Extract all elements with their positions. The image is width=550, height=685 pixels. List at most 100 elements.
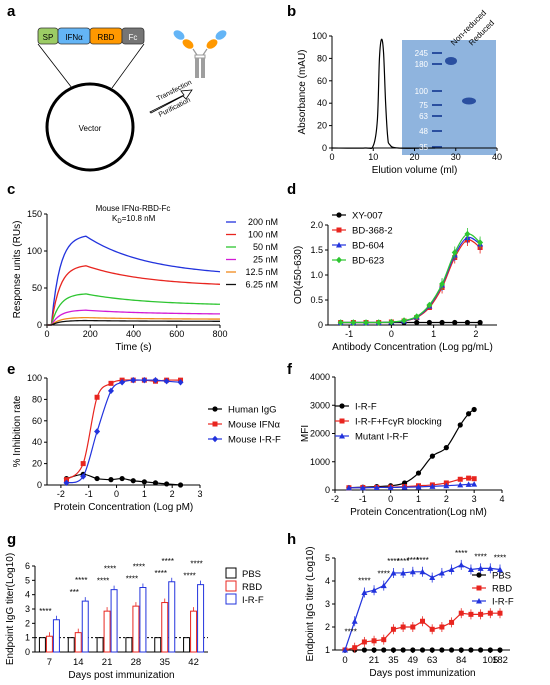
data-point <box>410 647 416 653</box>
data-point <box>429 647 435 653</box>
data-point <box>371 587 378 593</box>
bar <box>154 637 162 653</box>
data-point <box>419 568 426 575</box>
data-point <box>375 319 382 326</box>
legend-label: 100 nM <box>248 230 278 240</box>
data-point <box>363 319 370 326</box>
legend-label: 25 nM <box>253 255 278 265</box>
data-point <box>410 624 416 630</box>
data-point <box>465 481 472 487</box>
sensorgram-line <box>47 235 221 326</box>
gel-ladder-label: 100 <box>415 87 429 96</box>
sensorgram-line <box>47 316 221 326</box>
legend-marker <box>476 585 482 591</box>
construct-fc-label: Fc <box>129 33 138 42</box>
y-tick-label: 60 <box>32 416 42 426</box>
x-axis-label: Time (s) <box>115 342 151 353</box>
data-point <box>350 319 357 326</box>
y-tick-label: 100 <box>27 246 42 256</box>
x-axis-label: Protein Concentration (Log pM) <box>54 502 194 513</box>
data-point <box>413 313 420 320</box>
legend-label: PBS <box>242 569 261 580</box>
y-tick-label: 80 <box>317 53 327 63</box>
construct-diagram: SP IFNα RBD Fc Vector Transfection Purif… <box>37 27 227 172</box>
significance-label: **** <box>155 569 167 578</box>
data-point <box>409 568 416 575</box>
bar <box>125 637 133 653</box>
data-point <box>478 611 484 617</box>
significance-label: **** <box>397 557 409 566</box>
y-axis-label: Absorbance (mAU) <box>297 49 308 134</box>
data-point <box>449 619 455 625</box>
bar <box>183 637 191 653</box>
significance-label: **** <box>75 576 87 585</box>
x-tick-label: -2 <box>57 489 65 499</box>
gel-ladder-label: 48 <box>419 127 428 136</box>
data-point <box>467 566 474 572</box>
data-point <box>390 569 397 576</box>
legend-marker <box>339 433 345 439</box>
series-line <box>66 473 181 486</box>
gel-band-reduced <box>462 97 476 105</box>
data-point <box>429 626 435 632</box>
y-tick-label: 0.5 <box>310 295 323 305</box>
y-tick-label: 3000 <box>310 400 330 410</box>
x-tick-label: 0 <box>114 489 119 499</box>
legend-label: Mouse I-R-F <box>228 435 281 446</box>
legend-label: I-R-F <box>355 402 377 413</box>
bar <box>45 635 53 653</box>
series-line <box>340 239 481 324</box>
data-point <box>457 422 463 428</box>
data-point <box>351 618 358 624</box>
y-tick-label: 0 <box>322 143 327 153</box>
x-tick-label: 105 <box>482 655 498 666</box>
legend-label: 12.5 nM <box>245 267 278 277</box>
chart-f-sec: -2 -1 0 1 2 3 4 0 1000 2000 3000 4000 Protein Concen… <box>300 372 505 518</box>
x-axis-label: Protein Concentration(Log nM) <box>350 507 487 518</box>
sensorgram-line <box>47 319 221 326</box>
x-axis-label: Days post immunization <box>68 670 174 681</box>
data-point <box>466 411 472 417</box>
data-point <box>373 484 380 490</box>
significance-label: **** <box>455 549 467 558</box>
y-tick-label: 1.0 <box>310 270 323 280</box>
y-axis-label: OD(450-630) <box>293 246 304 304</box>
sensorgram-line <box>47 309 221 326</box>
data-point <box>108 477 114 483</box>
vector-plasmid <box>45 82 135 172</box>
y-tick-label: 4 <box>25 590 30 600</box>
data-point <box>80 473 87 480</box>
data-point <box>387 484 394 490</box>
data-point <box>94 428 101 435</box>
data-point <box>448 647 455 653</box>
data-point <box>478 647 484 653</box>
data-point <box>380 582 387 589</box>
y-tick-label: 2 <box>25 618 30 628</box>
transfection-arrow <box>149 89 193 114</box>
x-tick-label: 28 <box>131 657 142 668</box>
significance-label: **** <box>39 607 51 616</box>
significance-label: **** <box>104 565 116 574</box>
data-point <box>130 478 136 484</box>
bar <box>38 637 46 653</box>
y-tick-label: 0 <box>325 485 330 495</box>
y-tick-label: 1 <box>325 645 330 655</box>
gel-ladder-label: 35 <box>419 143 428 152</box>
bar <box>110 589 118 653</box>
y-tick-label: 50 <box>32 283 42 293</box>
data-point <box>468 647 474 653</box>
y-tick-label: 40 <box>32 437 42 447</box>
x-tick-label: 35 <box>388 655 399 666</box>
data-point <box>439 280 446 288</box>
data-point <box>415 470 422 476</box>
significance-label: **** <box>407 556 419 565</box>
data-point <box>345 484 352 491</box>
data-point <box>119 379 126 386</box>
x-tick-label: 1 <box>142 489 147 499</box>
data-point <box>458 561 465 568</box>
legend-label: Human IgG <box>228 405 277 416</box>
y-tick-label: 1000 <box>310 457 330 467</box>
